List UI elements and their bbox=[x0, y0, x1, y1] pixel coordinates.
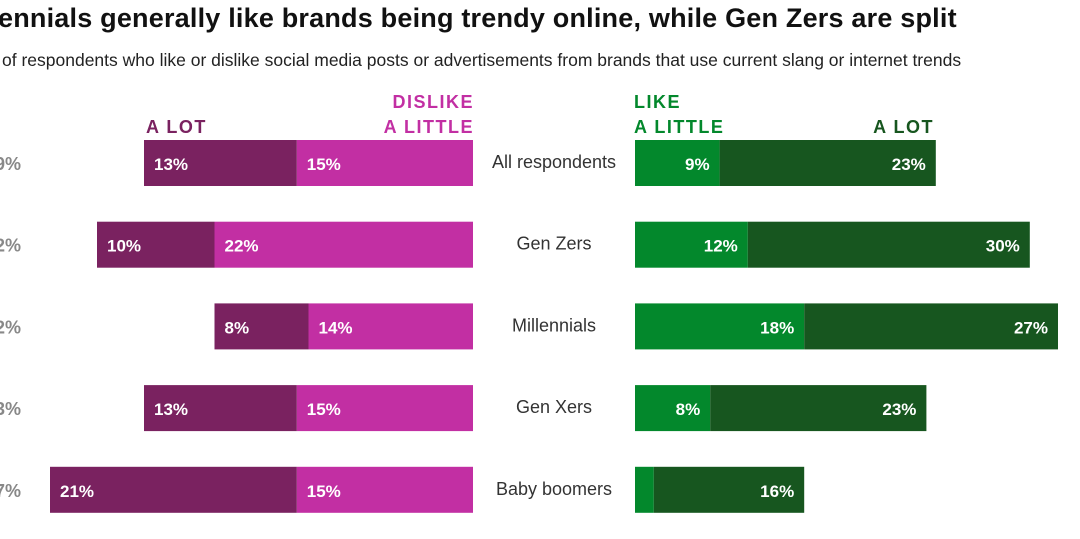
left-total-label: 2% bbox=[0, 236, 21, 256]
category-label: Gen Zers bbox=[516, 234, 591, 254]
bar-dislike-a-little bbox=[296, 466, 473, 513]
label-dislike-a-little: 15% bbox=[307, 482, 341, 501]
header-line: LIKE bbox=[634, 92, 682, 112]
bar-dislike-a-little bbox=[296, 385, 473, 432]
bar-like-a-little bbox=[635, 221, 748, 268]
chart-subtitle: of respondents who like or dislike socia… bbox=[2, 50, 962, 70]
bar-dislike-a-lot bbox=[214, 303, 309, 350]
label-like-a-lot: 27% bbox=[1014, 318, 1048, 337]
label-like-a-lot: 23% bbox=[892, 155, 926, 174]
header-dislike-a-lot: A LOT bbox=[146, 117, 207, 137]
label-like-a-lot: 30% bbox=[986, 237, 1020, 256]
category-label: All respondents bbox=[492, 152, 616, 172]
left-total-label: 3% bbox=[0, 399, 21, 419]
bar-dislike-a-little bbox=[214, 221, 473, 268]
header-like-a-lot: A LOT bbox=[873, 117, 934, 137]
label-dislike-a-lot: 8% bbox=[225, 318, 250, 337]
bar-dislike-a-little bbox=[308, 303, 473, 350]
bar-like-a-lot bbox=[804, 303, 1058, 350]
bar-like-a-lot bbox=[747, 221, 1030, 268]
bar-like-a-lot bbox=[710, 385, 927, 432]
label-like-a-little: 18% bbox=[760, 318, 794, 337]
header-line: A LITTLE bbox=[634, 117, 725, 137]
label-dislike-a-lot: 13% bbox=[154, 400, 188, 419]
label-like-a-little: 9% bbox=[685, 155, 710, 174]
header-dislike-a-little: DISLIKE A LITTLE bbox=[384, 90, 474, 140]
bar-like-a-little bbox=[635, 140, 720, 186]
left-total-label: 7% bbox=[0, 481, 21, 501]
category-label: Baby boomers bbox=[496, 479, 612, 499]
label-dislike-a-lot: 21% bbox=[60, 482, 94, 501]
bar-dislike-a-little bbox=[296, 140, 473, 186]
bar-like-a-lot bbox=[653, 466, 805, 513]
label-like-a-lot: 23% bbox=[882, 400, 916, 419]
header-line: DISLIKE bbox=[392, 92, 474, 112]
label-dislike-a-little: 15% bbox=[307, 155, 341, 174]
bar-dislike-a-lot bbox=[97, 221, 215, 268]
label-dislike-a-little: 14% bbox=[319, 318, 353, 337]
label-dislike-a-little: 15% bbox=[307, 400, 341, 419]
header-like-a-little: LIKE A LITTLE bbox=[634, 90, 724, 140]
label-like-a-lot: 16% bbox=[760, 482, 794, 501]
label-like-a-little: 12% bbox=[704, 237, 738, 256]
label-dislike-a-lot: 10% bbox=[107, 237, 141, 256]
bar-dislike-a-lot bbox=[144, 385, 297, 432]
label-dislike-a-lot: 13% bbox=[154, 155, 188, 174]
left-total-label: 9% bbox=[0, 154, 21, 174]
bar-like-a-little bbox=[635, 466, 654, 513]
left-total-label: 2% bbox=[0, 317, 21, 337]
bar-like-a-lot bbox=[719, 140, 936, 186]
label-like-a-little: 8% bbox=[676, 400, 701, 419]
category-label: Millennials bbox=[512, 315, 596, 335]
header-line: A LITTLE bbox=[383, 117, 474, 137]
chart-title: ennials generally like brands being tren… bbox=[0, 3, 957, 33]
bar-dislike-a-lot bbox=[50, 466, 297, 513]
bar-like-a-little bbox=[635, 303, 805, 350]
bar-dislike-a-lot bbox=[144, 140, 297, 186]
category-label: Gen Xers bbox=[516, 397, 592, 417]
label-dislike-a-little: 22% bbox=[225, 237, 259, 256]
bar-like-a-little bbox=[635, 385, 711, 432]
